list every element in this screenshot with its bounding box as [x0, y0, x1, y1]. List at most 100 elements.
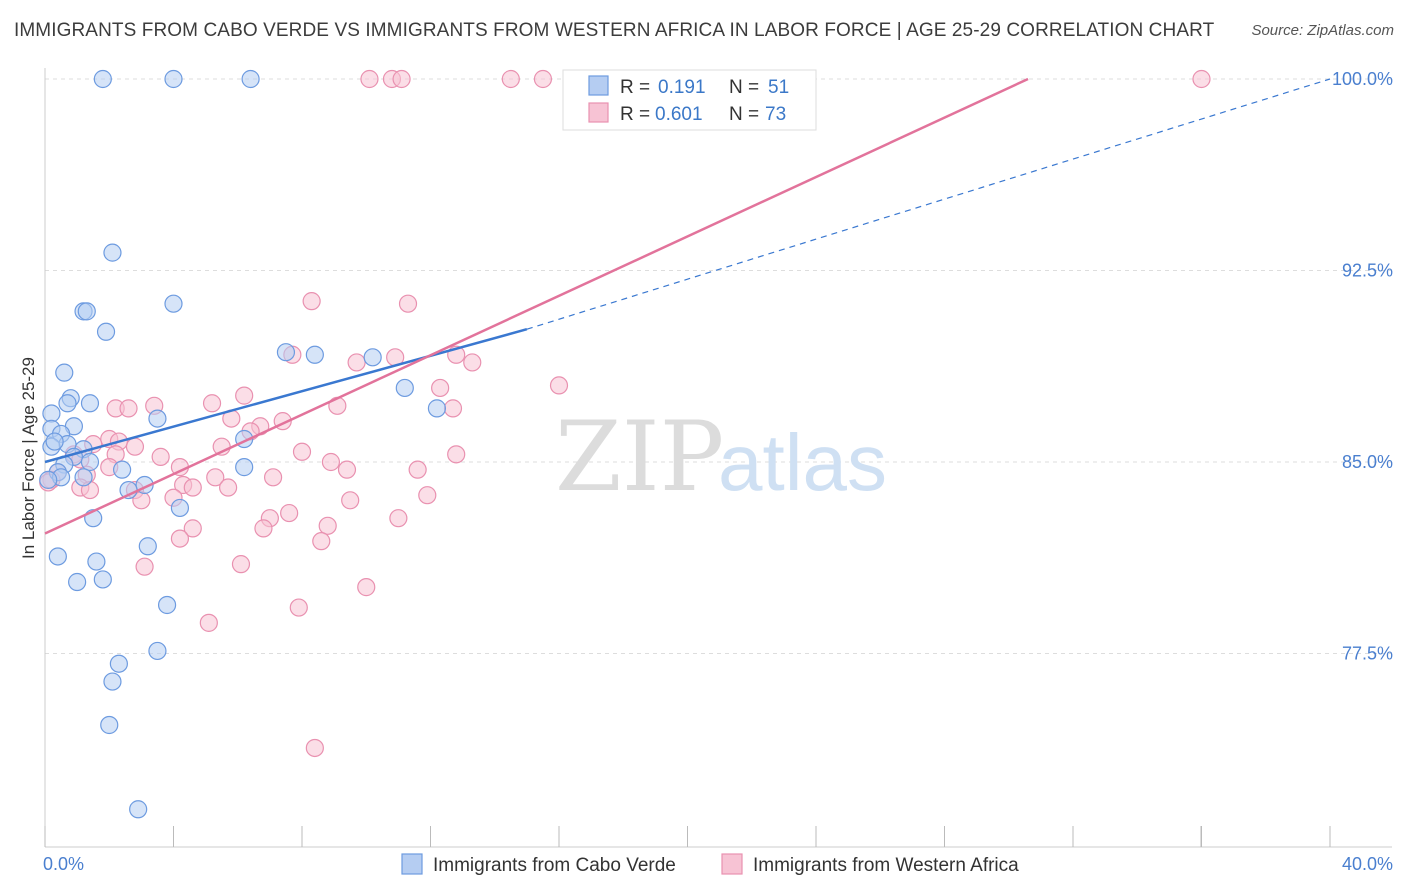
- point-western-africa-48: [219, 478, 238, 497]
- watermark: ZIP atlas: [555, 401, 887, 513]
- point-cabo-verde-16: [427, 399, 447, 418]
- point-cabo-verde-45: [148, 641, 167, 661]
- point-cabo-verde-6: [77, 302, 96, 321]
- point-western-africa-16: [235, 386, 254, 405]
- legend-swatch-cabo-verde: [588, 75, 609, 96]
- point-western-africa-6: [1192, 69, 1211, 89]
- point-western-africa-61: [183, 519, 202, 538]
- point-western-africa-70: [305, 738, 324, 758]
- legend-r-value-1: 0.601: [655, 104, 703, 125]
- point-western-africa-14: [549, 376, 569, 395]
- point-western-africa-0: [360, 69, 379, 89]
- point-western-africa-68: [289, 598, 308, 617]
- point-western-africa-2: [392, 69, 411, 89]
- point-cabo-verde-12: [395, 378, 414, 398]
- point-cabo-verde-15: [80, 394, 100, 413]
- point-western-africa-57: [280, 503, 299, 523]
- point-western-africa-4: [533, 69, 553, 89]
- bottom-legend-label-cabo-verde: Immigrants from Cabo Verde: [433, 855, 676, 876]
- point-western-africa-41: [408, 460, 427, 479]
- trend-line-cabo-verde: [44, 328, 528, 464]
- bottom-legend-swatch-western-africa: [721, 853, 743, 875]
- legend-n-value-1: 73: [765, 104, 786, 125]
- point-western-africa-12: [347, 353, 366, 372]
- point-western-africa-56: [341, 491, 360, 510]
- point-cabo-verde-17: [42, 404, 61, 423]
- point-western-africa-40: [337, 460, 357, 479]
- point-western-africa-64: [312, 532, 331, 551]
- point-western-africa-17: [202, 394, 222, 413]
- point-western-africa-53: [418, 486, 437, 505]
- point-cabo-verde-50: [45, 432, 64, 451]
- trend-lines: [44, 77, 1331, 535]
- axes: [44, 68, 1392, 848]
- y-tick-label-3: 100.0%: [1332, 69, 1393, 89]
- point-western-africa-22: [119, 399, 138, 418]
- bottom-legend-swatch-cabo-verde: [401, 853, 423, 875]
- point-cabo-verde-27: [80, 452, 100, 472]
- point-cabo-verde-40: [48, 547, 67, 566]
- point-cabo-verde-18: [148, 409, 167, 428]
- point-cabo-verde-3: [103, 243, 122, 262]
- point-western-africa-15: [431, 378, 450, 398]
- point-western-africa-3: [501, 69, 520, 89]
- x-tick-label-max: 40.0%: [1342, 854, 1393, 874]
- point-western-africa-63: [170, 529, 190, 548]
- point-western-africa-62: [254, 519, 273, 538]
- point-cabo-verde-34: [39, 470, 58, 489]
- point-cabo-verde-29: [235, 458, 254, 477]
- y-tick-label-1: 85.0%: [1342, 452, 1393, 472]
- point-western-africa-8: [398, 294, 418, 313]
- point-western-africa-60: [318, 516, 337, 535]
- point-cabo-verde-8: [276, 343, 296, 362]
- watermark-atlas: atlas: [718, 418, 887, 507]
- y-tick-label-0: 77.5%: [1342, 644, 1393, 664]
- point-western-africa-67: [357, 578, 376, 597]
- bottom-legend: Immigrants from Cabo Verde Immigrants fr…: [401, 853, 1019, 876]
- point-cabo-verde-2: [241, 69, 260, 89]
- point-cabo-verde-39: [138, 537, 157, 556]
- legend: R = 0.191 N = 51 R = 0.601 N = 73: [562, 69, 817, 131]
- tick-labels: 77.5% 85.0% 92.5% 100.0% 0.0% 40.0%: [43, 69, 1393, 874]
- point-cabo-verde-46: [109, 654, 128, 673]
- legend-n-label-1: N =: [729, 104, 759, 125]
- point-western-africa-65: [231, 555, 251, 574]
- point-western-africa-44: [263, 468, 283, 487]
- y-axis-label: In Labor Force | Age 25-29: [19, 357, 38, 559]
- x-tick-label-min: 0.0%: [43, 854, 84, 874]
- point-western-africa-66: [135, 557, 154, 576]
- point-cabo-verde-0: [93, 69, 112, 89]
- point-cabo-verde-42: [68, 572, 87, 592]
- point-cabo-verde-7: [96, 322, 116, 341]
- point-western-africa-59: [389, 509, 408, 528]
- point-cabo-verde-10: [363, 348, 382, 367]
- point-western-africa-45: [206, 468, 225, 487]
- source-label: Source: ZipAtlas.com: [1251, 22, 1394, 39]
- legend-n-value-0: 51: [768, 77, 789, 98]
- point-cabo-verde-37: [170, 498, 190, 518]
- point-cabo-verde-1: [164, 69, 183, 89]
- watermark-zip: ZIP: [555, 401, 724, 513]
- point-western-africa-32: [292, 442, 312, 461]
- legend-swatch-western-africa: [588, 102, 609, 123]
- point-cabo-verde-47: [103, 672, 122, 691]
- point-cabo-verde-49: [129, 800, 148, 819]
- legend-r-label-0: R =: [620, 77, 650, 98]
- trend-line-western-africa: [44, 77, 1029, 535]
- data-points: [39, 69, 1211, 819]
- point-western-africa-20: [443, 399, 463, 418]
- point-cabo-verde-48: [100, 715, 119, 735]
- point-cabo-verde-43: [93, 570, 112, 589]
- trend-extension-cabo-verde: [526, 78, 1331, 330]
- point-western-africa-49: [183, 478, 202, 497]
- point-western-africa-31: [125, 437, 145, 456]
- point-western-africa-7: [302, 292, 321, 311]
- point-cabo-verde-33: [74, 468, 93, 487]
- point-cabo-verde-44: [157, 595, 177, 615]
- point-western-africa-37: [321, 452, 341, 472]
- point-western-africa-35: [151, 447, 170, 466]
- point-western-africa-13: [463, 353, 482, 372]
- bottom-legend-label-western-africa: Immigrants from Western Africa: [753, 855, 1019, 876]
- y-tick-label-2: 92.5%: [1342, 261, 1393, 281]
